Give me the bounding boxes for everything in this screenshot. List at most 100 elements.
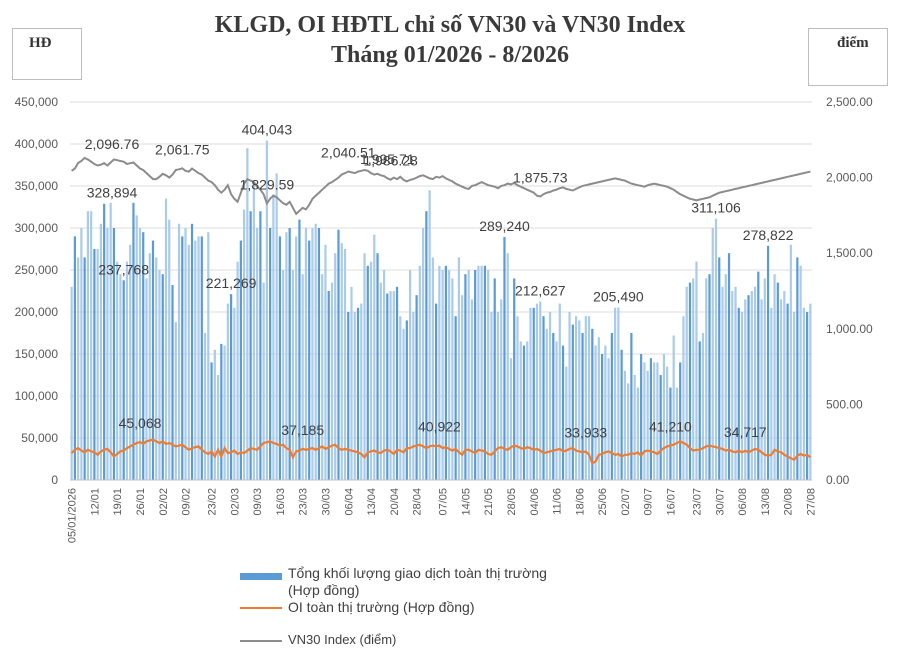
vn30-data-label: 1,995.71 (360, 151, 415, 167)
volume-data-label: 311,106 (691, 200, 741, 216)
volume-bar (542, 316, 545, 480)
volume-bar (617, 307, 620, 480)
volume-bar (714, 218, 718, 481)
x-tick-label: 30/07 (714, 488, 726, 516)
volume-bar (275, 173, 278, 480)
volume-bar (561, 345, 565, 480)
data-labels: 328,894 237,768 221,269 404,043 289,240 212,6… (85, 122, 794, 441)
oi-data-label: 41,210 (649, 418, 692, 434)
volume-bar (467, 270, 470, 480)
volume-bar (483, 265, 487, 480)
volume-bar (662, 354, 666, 480)
volume-bar (272, 194, 275, 480)
volume-bar (301, 274, 304, 480)
volume-bar (649, 358, 653, 480)
volume-bar (116, 261, 119, 480)
volume-bar (164, 198, 168, 480)
volume-bar (252, 181, 255, 481)
left-axis-unit-box: HĐ (12, 28, 82, 80)
x-tick-label: 14/05 (460, 488, 472, 516)
volume-bar (233, 307, 236, 480)
volume-bar (288, 228, 291, 480)
volume-bar (389, 291, 392, 480)
volume-bar (132, 202, 135, 481)
volume-bar (750, 291, 753, 480)
volume-bar (783, 291, 786, 480)
volume-bar (428, 190, 431, 480)
oi-data-label: 45,068 (119, 415, 162, 431)
volume-bar (535, 303, 539, 480)
x-tick-label: 09/03 (252, 488, 264, 516)
volume-bar (679, 362, 682, 480)
volume-bar (757, 271, 760, 480)
volume-data-label: 404,043 (242, 122, 293, 138)
y-left-tick-label: 400,000 (15, 137, 59, 151)
volume-bar (243, 209, 246, 480)
series-lines (70, 156, 812, 465)
volume-bar (347, 312, 350, 480)
volume-bar (256, 228, 259, 480)
volume-bar (142, 232, 145, 480)
volume-bar (480, 265, 483, 480)
volume-bar (685, 286, 688, 480)
volume-bar (708, 274, 711, 480)
volume-bar (509, 358, 513, 480)
volume-bar (692, 278, 695, 480)
volume-bar (174, 322, 177, 480)
oi-data-label: 40,922 (418, 419, 461, 435)
volume-data-label: 237,768 (98, 261, 149, 277)
volume-bar (503, 237, 506, 480)
volume-bar (441, 270, 444, 480)
vn30-data-label: 1,875.73 (513, 169, 568, 185)
volume-bar (633, 375, 636, 480)
volume-bar (516, 316, 519, 480)
volume-bar (451, 278, 454, 480)
legend-swatch-vn30 (240, 640, 282, 642)
volume-bar (392, 291, 395, 480)
volume-bar (93, 249, 96, 480)
volume-bar (73, 236, 76, 480)
volume-bar (656, 362, 659, 480)
volume-bar (623, 370, 626, 480)
volume-bar (187, 244, 190, 480)
volume-bar (581, 333, 584, 480)
vn30-data-label: 2,096.76 (85, 136, 140, 152)
volume-bar (330, 282, 334, 480)
volume-bar (653, 362, 656, 480)
volume-bar (773, 274, 776, 480)
volume-bar (220, 343, 223, 480)
volume-bar (324, 244, 327, 480)
volume-bar (760, 299, 763, 480)
legend-label-volume: Tổng khối lượng giao dịch toàn thị trườn… (288, 565, 547, 581)
volume-bar (210, 362, 213, 480)
volume-bar (792, 312, 796, 480)
volume-bar (698, 341, 701, 480)
volume-bar (461, 295, 464, 480)
volume-bar (236, 261, 239, 480)
volume-bar (223, 345, 226, 480)
volume-bar (151, 240, 155, 480)
y-right-tick-label: 2,000.00 (826, 171, 873, 185)
volume-bar (744, 299, 747, 480)
vn30-data-label: 2,061.75 (155, 141, 210, 157)
volume-bar (327, 291, 330, 480)
volume-bar (701, 333, 705, 480)
volume-bar (356, 307, 360, 480)
volume-bar (340, 243, 343, 480)
vn30-data-label: 1,986.28 (363, 153, 418, 169)
volume-bar (806, 312, 809, 480)
volume-bar (282, 270, 285, 480)
volume-bar (226, 303, 229, 480)
volume-bar (470, 299, 474, 480)
volume-bar (695, 261, 698, 480)
y-left-tick-label: 250,000 (15, 263, 59, 277)
x-tick-label: 16/03 (275, 488, 287, 516)
oi-data-label: 33,933 (564, 425, 607, 441)
volume-bar (86, 211, 89, 480)
volume-bar (415, 295, 418, 480)
volume-bar (90, 211, 93, 480)
volume-bar (448, 270, 451, 480)
volume-bar (421, 228, 425, 480)
y-right-tick-label: 0.00 (826, 473, 850, 487)
volume-bar (80, 228, 83, 480)
